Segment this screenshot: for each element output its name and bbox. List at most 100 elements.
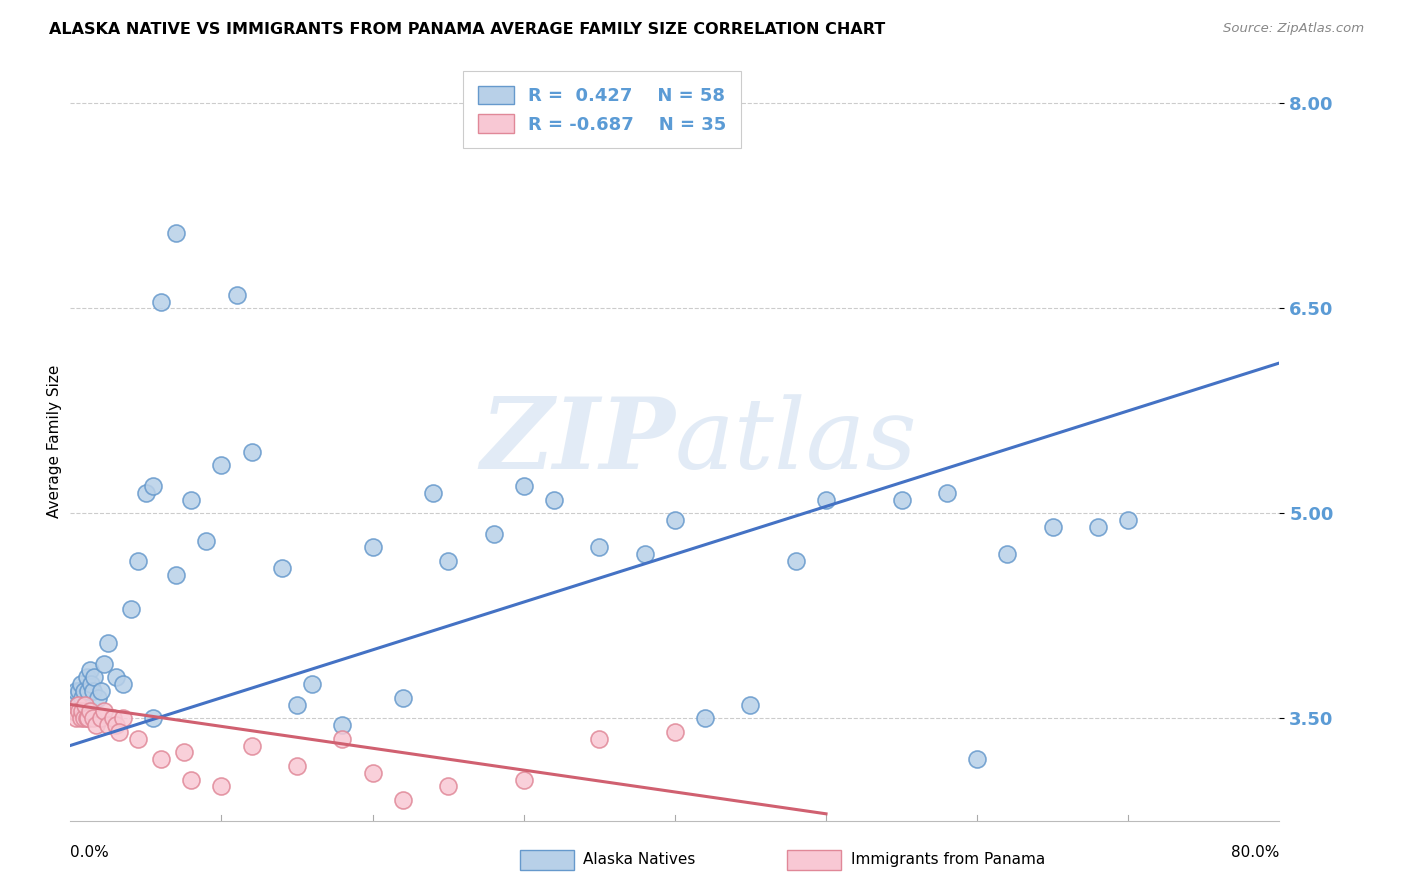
Point	[437, 780, 460, 794]
Point	[285, 759, 308, 773]
Point	[79, 704, 101, 718]
Point	[285, 698, 308, 712]
Point	[104, 670, 127, 684]
Point	[72, 690, 94, 705]
Point	[75, 698, 97, 712]
Point	[1042, 520, 1064, 534]
Point	[67, 684, 90, 698]
Text: atlas: atlas	[675, 394, 918, 489]
Text: ZIP: ZIP	[479, 393, 675, 490]
Point	[76, 711, 98, 725]
Point	[150, 294, 173, 309]
Point	[66, 698, 89, 712]
Point	[112, 711, 135, 725]
Point	[97, 718, 120, 732]
Point	[815, 492, 838, 507]
Point	[361, 541, 384, 555]
Point	[84, 718, 107, 732]
Point	[83, 670, 105, 684]
Point	[82, 711, 104, 725]
Point	[740, 698, 762, 712]
Point	[211, 458, 233, 473]
Point	[66, 698, 89, 712]
Point	[93, 704, 115, 718]
Point	[127, 731, 149, 746]
Point	[890, 492, 912, 507]
Point	[332, 718, 354, 732]
Point	[79, 664, 101, 678]
Point	[82, 684, 104, 698]
Point	[77, 711, 100, 725]
Point	[120, 602, 142, 616]
Point	[633, 547, 655, 561]
Point	[240, 739, 263, 753]
Point	[391, 793, 415, 807]
Point	[225, 287, 247, 301]
Point	[104, 718, 127, 732]
Point	[97, 636, 120, 650]
Text: Source: ZipAtlas.com: Source: ZipAtlas.com	[1223, 22, 1364, 36]
Point	[93, 657, 115, 671]
Point	[127, 554, 149, 568]
Point	[332, 731, 354, 746]
Point	[62, 704, 84, 718]
Point	[180, 772, 202, 787]
Point	[664, 724, 686, 739]
Point	[664, 513, 686, 527]
Point	[72, 704, 94, 718]
Point	[301, 677, 323, 691]
Point	[966, 752, 988, 766]
Point	[240, 444, 263, 458]
Point	[695, 711, 717, 725]
Point	[65, 684, 87, 698]
Point	[75, 698, 97, 712]
Point	[391, 690, 415, 705]
Point	[76, 670, 98, 684]
Point	[482, 526, 505, 541]
Point	[195, 533, 218, 548]
Point	[270, 561, 294, 575]
Y-axis label: Average Family Size: Average Family Size	[46, 365, 62, 518]
Point	[211, 780, 233, 794]
Text: ALASKA NATIVE VS IMMIGRANTS FROM PANAMA AVERAGE FAMILY SIZE CORRELATION CHART: ALASKA NATIVE VS IMMIGRANTS FROM PANAMA …	[49, 22, 886, 37]
Point	[437, 554, 460, 568]
Point	[173, 745, 195, 759]
Point	[77, 684, 100, 698]
Point	[165, 567, 187, 582]
Point	[70, 711, 93, 725]
Point	[936, 485, 959, 500]
Text: 80.0%: 80.0%	[1232, 846, 1279, 860]
Point	[70, 677, 93, 691]
Point	[995, 547, 1018, 561]
Point	[785, 554, 807, 568]
Point	[588, 731, 610, 746]
Point	[112, 677, 135, 691]
Text: Alaska Natives: Alaska Natives	[583, 853, 696, 867]
Point	[73, 684, 96, 698]
Point	[90, 684, 111, 698]
Point	[142, 479, 165, 493]
Point	[63, 690, 86, 705]
Text: 0.0%: 0.0%	[70, 846, 110, 860]
Point	[1087, 520, 1109, 534]
Point	[150, 752, 173, 766]
Point	[73, 711, 96, 725]
Point	[1118, 513, 1140, 527]
Point	[107, 724, 129, 739]
Point	[588, 541, 610, 555]
Point	[90, 711, 111, 725]
Point	[513, 772, 536, 787]
Point	[101, 711, 124, 725]
Point	[513, 479, 536, 493]
Point	[67, 704, 90, 718]
Point	[180, 492, 202, 507]
Point	[422, 485, 444, 500]
Point	[165, 226, 187, 240]
Point	[142, 711, 165, 725]
Point	[361, 765, 384, 780]
Text: Immigrants from Panama: Immigrants from Panama	[851, 853, 1045, 867]
Point	[80, 677, 103, 691]
Point	[63, 704, 86, 718]
Legend: R =  0.427    N = 58, R = -0.687    N = 35: R = 0.427 N = 58, R = -0.687 N = 35	[464, 71, 741, 148]
Point	[543, 492, 565, 507]
